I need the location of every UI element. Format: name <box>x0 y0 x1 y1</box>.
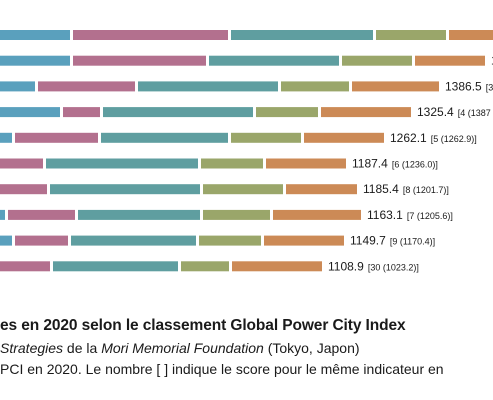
bar-segment <box>0 107 60 118</box>
bar-segment <box>46 158 198 169</box>
bar-segment <box>103 107 253 118</box>
bar-segment <box>15 235 68 246</box>
bar-segment <box>266 158 346 169</box>
bar-segment <box>73 55 206 66</box>
bar-segment <box>203 209 270 220</box>
bar-segment <box>286 184 357 195</box>
bar-segment <box>281 81 349 92</box>
bar-segment <box>209 55 339 66</box>
bar-score-label: 1262.1 [5 (1262.9)] <box>390 131 477 145</box>
bar-segment <box>304 132 384 143</box>
bar-score-label: 1185.4 [8 (1201.7)] <box>363 182 449 196</box>
bar-segment <box>0 209 5 220</box>
bar-segment <box>38 81 135 92</box>
chart-note: PCI en 2020. Le nombre [ ] indique le sc… <box>0 361 444 377</box>
source-end: (Tokyo, Japon) <box>263 340 360 356</box>
bar-segment <box>321 107 411 118</box>
bar-segment <box>0 132 12 143</box>
bar-segment <box>0 158 43 169</box>
bar-segment <box>0 184 47 195</box>
bar-segment <box>181 261 229 272</box>
bar-score-label: 1149.7 [9 (1170.4)] <box>350 234 435 248</box>
bar-segment <box>342 55 412 66</box>
bar-segment <box>232 261 322 272</box>
bar-score-label: 1163.1 [7 (1205.6)] <box>367 208 453 222</box>
stacked-bar-chart: 1! 1386.5[3 ( 1325.4[4 (1387 1262.1[5 (1262… <box>0 30 493 273</box>
bar-segment <box>50 184 200 195</box>
bar-segment <box>0 235 12 246</box>
bar-segment <box>138 81 278 92</box>
bar-segment <box>199 235 261 246</box>
chart-source: Strategies de la Mori Memorial Foundatio… <box>0 340 360 356</box>
bar-score-label: 1! <box>491 54 493 68</box>
bar-segment <box>0 261 50 272</box>
bar-score-label: 1325.4 [4 (1387 <box>417 105 491 119</box>
bar-segment <box>449 30 493 40</box>
source-mid: de la <box>63 340 102 356</box>
bar-segment <box>415 55 485 66</box>
bar-segment <box>78 209 200 220</box>
bar-score-label: 1386.5[3 ( <box>445 79 493 93</box>
bar-segment <box>53 261 178 272</box>
source-italic-1: Strategies <box>0 340 64 356</box>
bar-segment <box>73 30 228 40</box>
bar-segment <box>201 158 263 169</box>
bar-segment <box>0 30 70 40</box>
bar-segment <box>0 55 70 66</box>
bar-segment <box>101 132 228 143</box>
bar-segment <box>0 81 35 92</box>
bar-segment <box>376 30 446 40</box>
source-italic-2: Mori Memorial Foundation <box>101 340 264 356</box>
bar-segment <box>264 235 344 246</box>
bar-segment <box>15 132 98 143</box>
bar-segment <box>71 235 196 246</box>
bar-segment <box>231 30 373 40</box>
bar-segment <box>352 81 439 92</box>
bar-segment <box>63 107 100 118</box>
bar-segment <box>256 107 318 118</box>
bar-segment <box>8 209 75 220</box>
chart-title: es en 2020 selon le classement Global Po… <box>0 317 406 334</box>
bar-segment <box>231 132 301 143</box>
bar-segment <box>273 209 361 220</box>
bar-score-label: 1108.9 [30 (1023.2)] <box>328 259 419 273</box>
bar-segment <box>203 184 283 195</box>
bar-score-label: 1187.4 [6 (1236.0)] <box>352 157 438 171</box>
